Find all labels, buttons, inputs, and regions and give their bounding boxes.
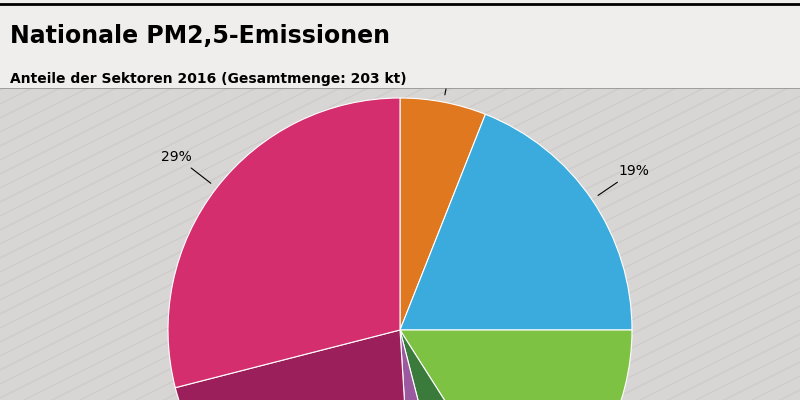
Wedge shape	[175, 330, 414, 400]
Wedge shape	[400, 330, 458, 400]
Wedge shape	[400, 330, 632, 400]
Text: 29%: 29%	[161, 150, 211, 183]
Wedge shape	[168, 98, 400, 388]
Text: Anteile der Sektoren 2016 (Gesamtmenge: 203 kt): Anteile der Sektoren 2016 (Gesamtmenge: …	[10, 72, 406, 86]
Wedge shape	[400, 114, 632, 330]
Text: Nationale PM2,5-Emissionen: Nationale PM2,5-Emissionen	[10, 24, 390, 48]
Text: 19%: 19%	[598, 164, 650, 196]
Wedge shape	[400, 330, 524, 400]
Text: 6%: 6%	[442, 45, 464, 95]
Wedge shape	[400, 98, 486, 330]
